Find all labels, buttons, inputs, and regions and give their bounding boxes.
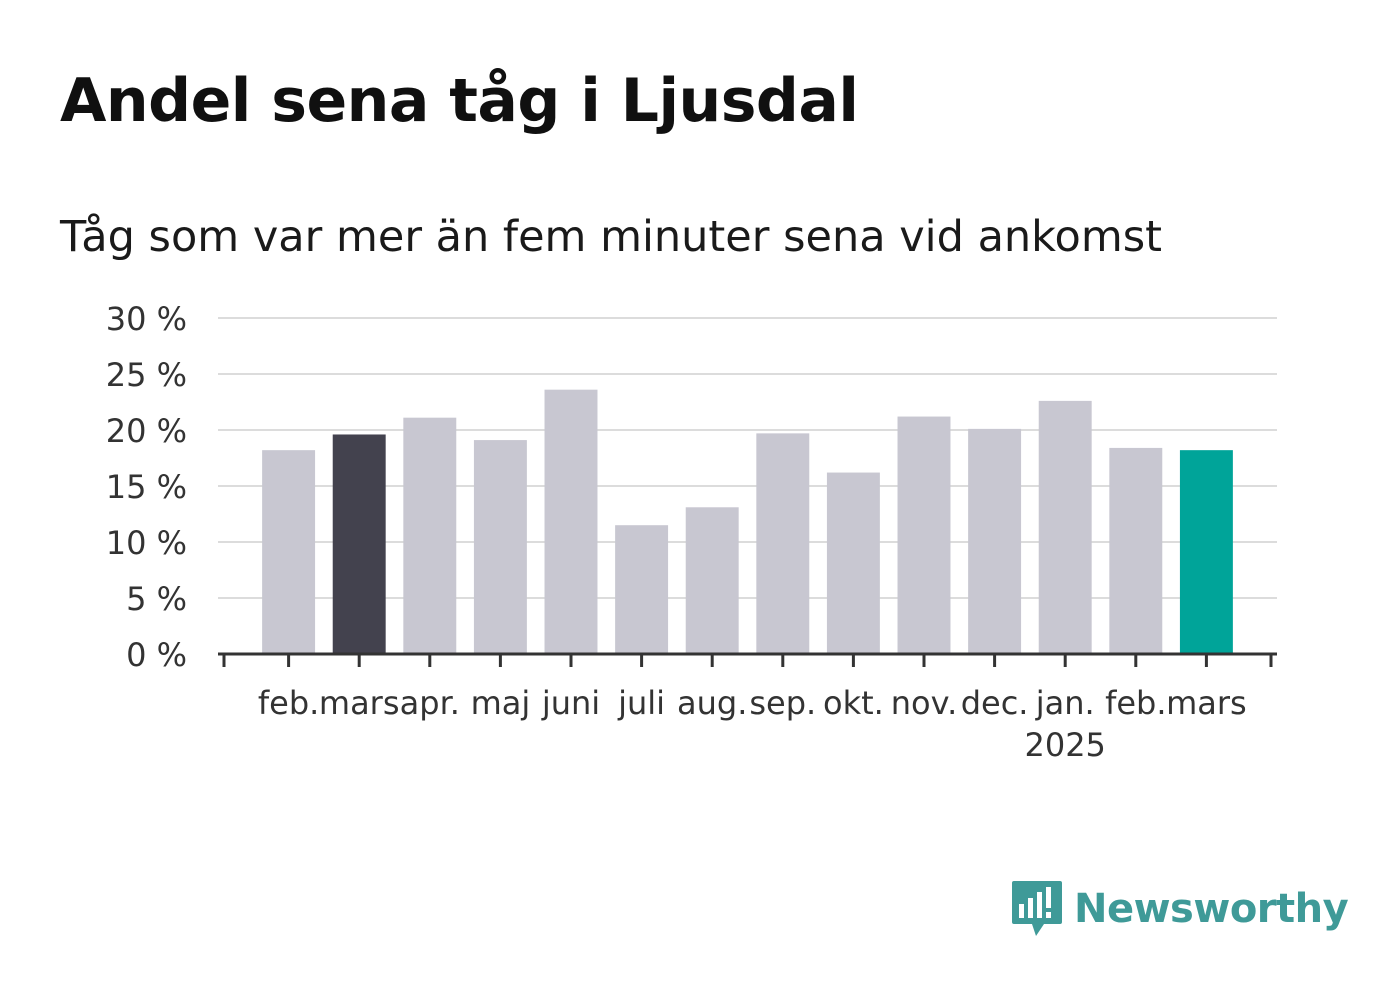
y-tick-label: 30 %	[106, 300, 187, 338]
bar	[332, 434, 386, 654]
brand-logo: Newsworthy	[1010, 878, 1349, 940]
newsworthy-logo-icon	[1012, 881, 1062, 936]
x-tick-label: okt.	[823, 684, 884, 722]
x-tick-label: aug.	[677, 684, 747, 722]
y-tick-labels: 0 % 5 % 10 % 15 % 20 % 25 % 30 %	[106, 300, 187, 674]
y-tick-label: 25 %	[106, 356, 187, 394]
gridlines	[218, 317, 1277, 599]
x-tick-label: dec.	[961, 684, 1029, 722]
x-tick-label: mars	[319, 684, 400, 722]
x-tick-label: juli	[617, 684, 665, 722]
x-tick-labels: feb. mars apr. maj juni juli aug. sep. okt. nov. d…	[258, 684, 1247, 764]
x-tick-label: apr.	[400, 684, 460, 722]
x-year-label: 2025	[1024, 726, 1105, 764]
bars	[262, 389, 1233, 654]
x-tick-label: feb.	[258, 684, 319, 722]
x-tick-label: mars	[1166, 684, 1247, 722]
chart-subtitle: Tåg som var mer än fem minuter sena vid …	[60, 212, 1163, 262]
x-axis	[218, 652, 1277, 667]
bar	[403, 417, 457, 654]
brand-name: Newsworthy	[1074, 886, 1349, 932]
bar	[756, 433, 810, 654]
y-tick-label: 0 %	[126, 636, 187, 674]
bar	[968, 428, 1022, 654]
y-tick-label: 20 %	[106, 412, 187, 450]
x-tick-label: sep.	[749, 684, 816, 722]
y-tick-label: 15 %	[106, 468, 187, 506]
bar	[473, 440, 527, 654]
bar	[544, 389, 598, 654]
x-tick-label: nov.	[891, 684, 957, 722]
bar	[262, 450, 316, 654]
bar	[1038, 400, 1092, 654]
bar	[897, 416, 951, 654]
x-tick-label: feb.	[1105, 684, 1166, 722]
x-tick-label: juni	[541, 684, 600, 722]
bar	[1109, 447, 1163, 654]
bar	[615, 525, 669, 654]
y-tick-label: 10 %	[106, 524, 187, 562]
x-tick-label: jan.	[1035, 684, 1095, 722]
chart-title: Andel sena tåg i Ljusdal	[60, 66, 859, 136]
bar	[685, 507, 739, 654]
bar	[826, 472, 880, 654]
y-tick-label: 5 %	[126, 580, 187, 618]
x-tick-label: maj	[471, 684, 531, 722]
bar	[1179, 450, 1233, 654]
